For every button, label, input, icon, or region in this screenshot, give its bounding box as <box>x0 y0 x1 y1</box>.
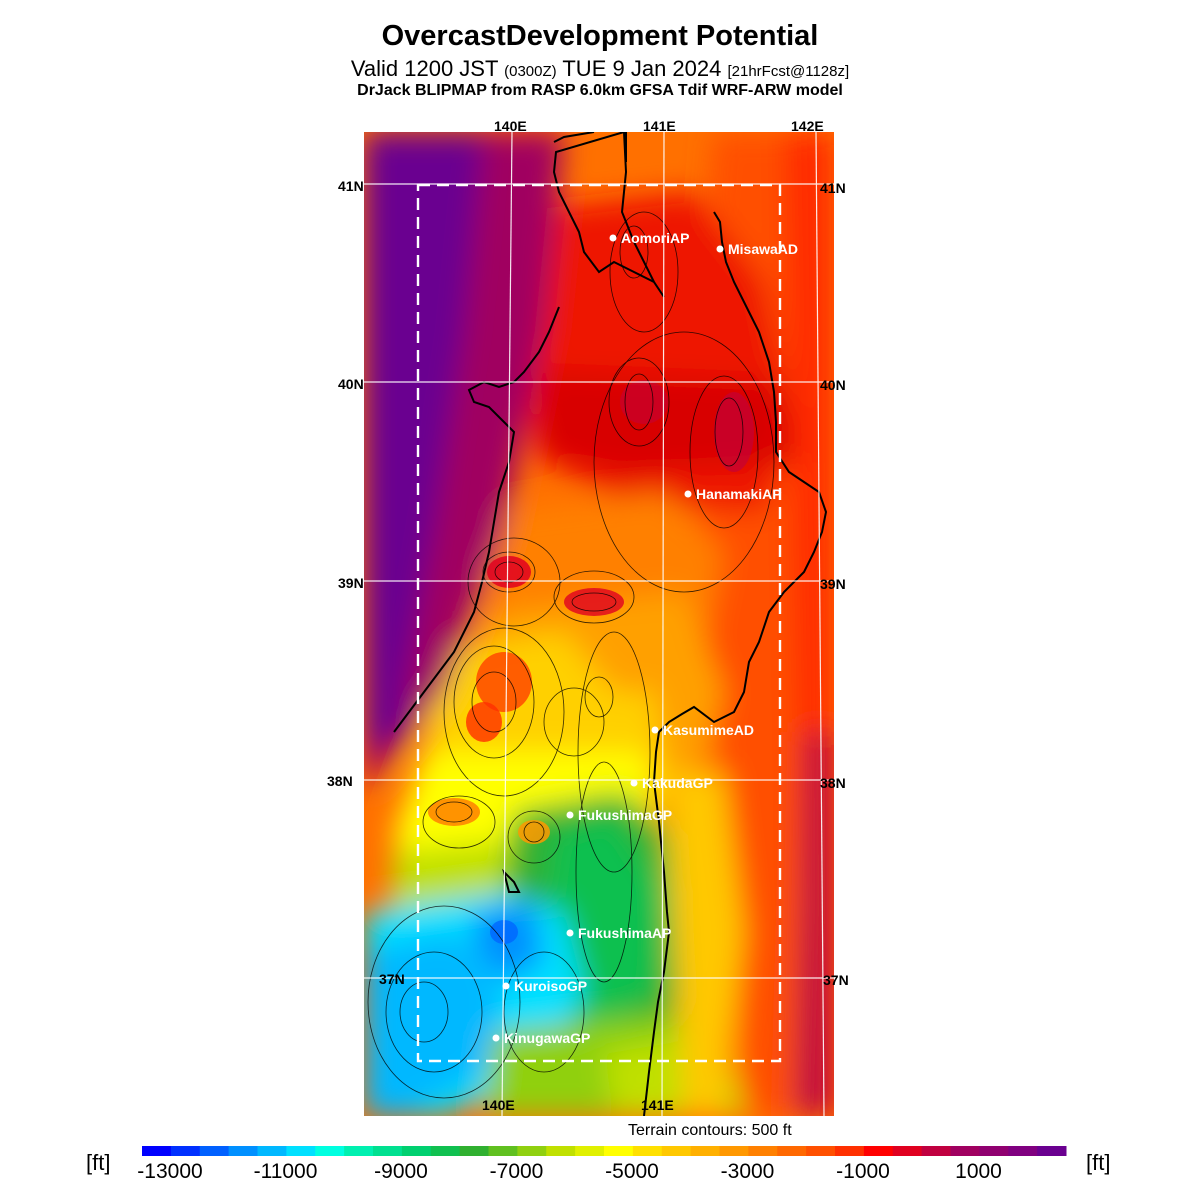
colorbar-swatch <box>228 1146 258 1156</box>
station-dot <box>566 811 574 819</box>
colorbar-swatch <box>373 1146 403 1156</box>
colorbar-swatch <box>777 1146 807 1156</box>
station-label: KuroisoGP <box>514 978 588 994</box>
colorbar-swatch <box>170 1146 201 1156</box>
valid-date: TUE 9 Jan 2024 <box>556 56 728 81</box>
lon-label-top: 141E <box>643 118 676 134</box>
colorbar-swatch <box>604 1146 634 1156</box>
colorbar-swatch <box>575 1146 605 1156</box>
station-dot <box>716 245 724 253</box>
station-dot <box>651 726 659 734</box>
colorbar-swatch <box>142 1146 172 1156</box>
colorbar-swatch <box>344 1146 374 1156</box>
colorbar-tick-label: -5000 <box>605 1160 659 1183</box>
colorbar-swatch <box>430 1146 461 1156</box>
terrain-contours <box>367 211 775 1099</box>
station-dot <box>684 490 692 498</box>
valid-time: Valid 1200 JST (0300Z) TUE 9 Jan 2024 [2… <box>0 56 1200 82</box>
colorbar-tick-label: -7000 <box>490 1160 544 1183</box>
lat-label-right: 41N <box>820 180 846 196</box>
colorbar-swatch <box>690 1146 720 1156</box>
valid-prefix: Valid 1200 JST <box>350 56 505 81</box>
lat-label-left: 39N <box>338 575 364 591</box>
field-layer <box>364 132 834 1116</box>
lat-label-left: 37N <box>379 971 405 987</box>
lon-label-top: 142E <box>791 118 824 134</box>
lat-label-left: 41N <box>338 178 364 194</box>
lat-label-left: 40N <box>338 376 364 392</box>
colorbar-swatch <box>1008 1146 1038 1156</box>
station-label: FukushimaAP <box>578 925 672 941</box>
colorbar-swatch <box>632 1146 663 1156</box>
station-dot <box>630 779 638 787</box>
colorbar-swatch <box>488 1146 518 1156</box>
colorbar-swatch <box>257 1146 287 1156</box>
colorbar-swatch <box>199 1146 230 1156</box>
station-label: KasumimeAD <box>663 722 755 738</box>
station-label: HanamakiAP <box>696 486 782 502</box>
colorbar-tick-label: -1000 <box>836 1160 890 1183</box>
colorbar-swatch <box>401 1146 432 1156</box>
lat-label-right: 40N <box>820 377 846 393</box>
colorbar-swatch <box>459 1146 489 1156</box>
station-dot <box>609 234 617 242</box>
colorbar-swatch <box>315 1146 345 1156</box>
station-label: AomoriAP <box>621 230 690 246</box>
model-info: DrJack BLIPMAP from RASP 6.0km GFSA Tdif… <box>357 82 843 99</box>
lat-label-left: 38N <box>327 773 353 789</box>
colorbar-swatch <box>546 1146 576 1156</box>
colorbar-tick-label: 1000 <box>955 1160 1002 1183</box>
colorbar-swatch <box>1037 1146 1067 1156</box>
colorbar: -13000 -11000 -9000 -7000 -5000 -3000 -1000 100… <box>137 1146 1067 1183</box>
colorbar-swatch <box>748 1146 778 1156</box>
forecast-info: [21hrFcst@1128z] <box>727 63 850 80</box>
map-title: OvercastDevelopment Potential <box>381 20 819 52</box>
colorbar-swatch <box>661 1146 692 1156</box>
station-markers <box>492 234 724 1042</box>
station-label: FukushimaGP <box>578 807 673 823</box>
terrain-contour-note: Terrain contours: 500 ft <box>628 1122 792 1139</box>
coastline <box>393 132 828 1116</box>
colorbar-swatch <box>979 1146 1009 1156</box>
inner-domain-box <box>416 183 782 1063</box>
station-label: MisawaAD <box>728 241 799 257</box>
colorbar-swatch <box>719 1146 749 1156</box>
colorbar-tick-label: -13000 <box>137 1160 202 1183</box>
lat-label-right: 37N <box>823 972 849 988</box>
colorbar-swatch <box>921 1146 951 1156</box>
station-label: KinugawaGP <box>504 1030 591 1046</box>
colorbar-swatch <box>517 1146 547 1156</box>
colorbar-unit-right: [ft] <box>1086 1150 1111 1175</box>
colorbar-tick-label: -11000 <box>254 1160 318 1183</box>
station-dot <box>502 982 510 990</box>
colorbar-unit-left: [ft] <box>86 1150 111 1175</box>
forecast-map <box>364 132 834 1116</box>
lon-label-bottom: 140E <box>482 1097 515 1113</box>
colorbar-swatch <box>950 1146 980 1156</box>
station-dot <box>566 929 574 937</box>
colorbar-tick-label: -3000 <box>721 1160 775 1183</box>
station-label: KakudaGP <box>642 775 713 791</box>
colorbar-swatch <box>835 1146 865 1156</box>
lat-label-right: 38N <box>820 775 846 791</box>
lat-label-right: 39N <box>820 576 846 592</box>
colorbar-swatches <box>142 1146 1067 1156</box>
colorbar-swatch <box>892 1146 923 1156</box>
station-dot <box>492 1034 500 1042</box>
colorbar-swatch <box>863 1146 894 1156</box>
colorbar-ticks: -13000 -11000 -9000 -7000 -5000 -3000 -1000 100… <box>137 1160 1002 1183</box>
lon-label-bottom: 141E <box>641 1097 674 1113</box>
valid-zulu: (0300Z) <box>504 63 557 80</box>
colorbar-swatch <box>286 1146 316 1156</box>
lon-label-top: 140E <box>494 118 527 134</box>
colorbar-tick-label: -9000 <box>374 1160 428 1183</box>
colorbar-swatch <box>806 1146 836 1156</box>
